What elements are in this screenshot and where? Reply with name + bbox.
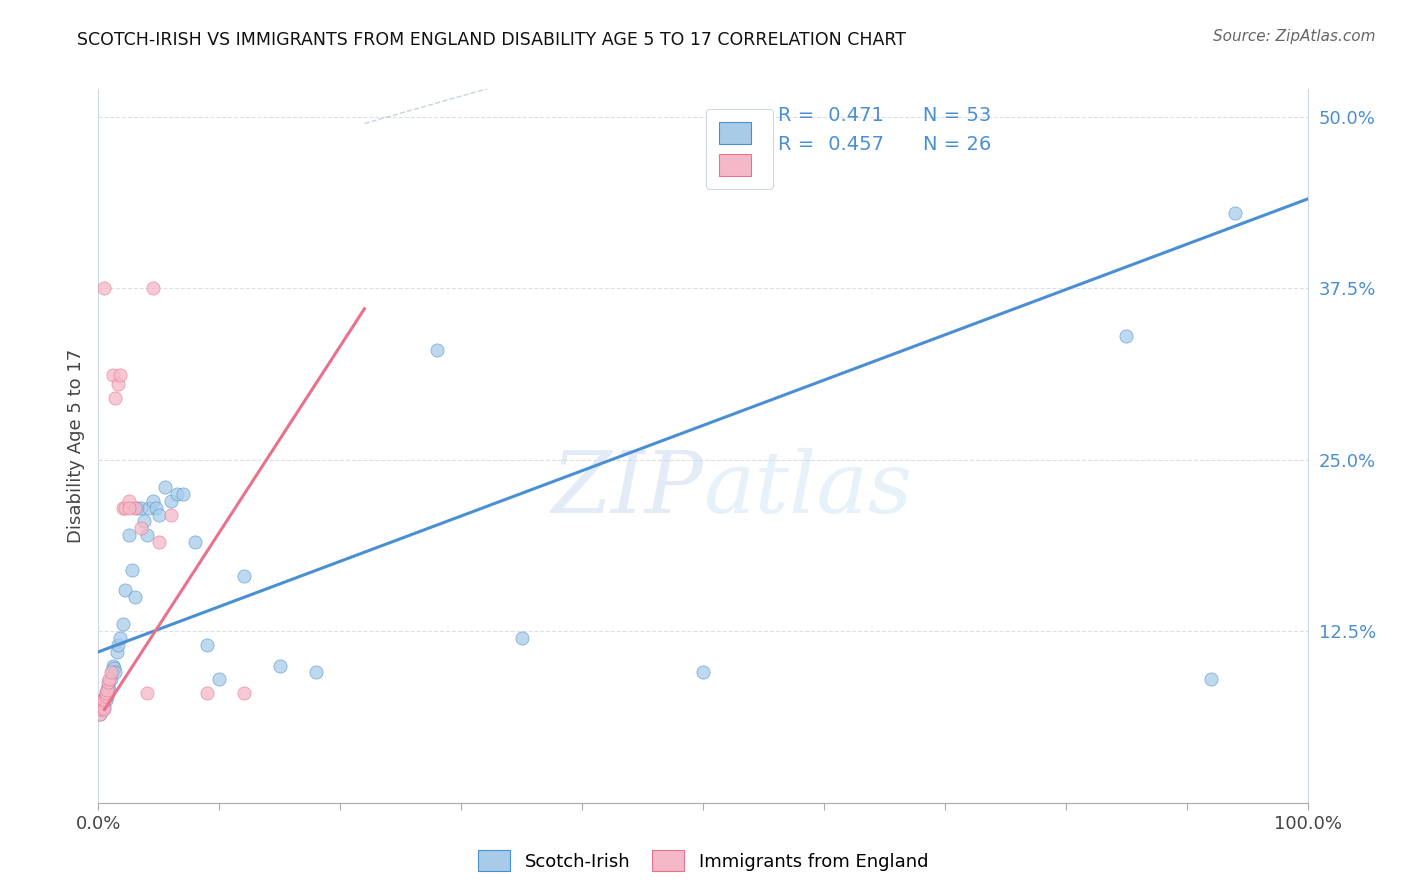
Legend: Scotch-Irish, Immigrants from England: Scotch-Irish, Immigrants from England	[471, 843, 935, 879]
Point	[166, 487, 188, 501]
Point	[160, 494, 183, 508]
Point	[172, 487, 194, 501]
Text: ZIP: ZIP	[551, 448, 703, 530]
Point	[89, 706, 111, 721]
Point	[93, 693, 115, 707]
Point	[142, 494, 165, 508]
Point	[142, 281, 165, 295]
Point	[96, 689, 118, 703]
Point	[118, 494, 141, 508]
Point	[93, 699, 115, 714]
Point	[232, 686, 254, 700]
Point	[195, 686, 218, 700]
Point	[103, 661, 125, 675]
Point	[135, 686, 157, 700]
Point	[138, 500, 160, 515]
Point	[232, 569, 254, 583]
Point	[426, 343, 449, 357]
Point	[98, 673, 121, 687]
Point	[94, 693, 117, 707]
Text: R =   0.457  N = 26: R = 0.457 N = 26	[778, 135, 991, 153]
Point	[91, 697, 114, 711]
Point	[93, 702, 115, 716]
Point	[129, 500, 152, 515]
Point	[96, 683, 118, 698]
Point	[91, 699, 114, 714]
Point	[91, 702, 114, 716]
Point	[93, 281, 115, 295]
Point	[108, 368, 131, 382]
Point	[124, 590, 146, 604]
Point	[104, 665, 127, 680]
Point	[148, 508, 170, 522]
Point	[108, 631, 131, 645]
Point	[90, 702, 112, 716]
Point	[124, 500, 146, 515]
Point	[105, 645, 128, 659]
Point	[305, 665, 328, 680]
Point	[98, 683, 121, 698]
Point	[100, 665, 122, 680]
Point	[1199, 673, 1222, 687]
Point	[118, 500, 141, 515]
Text: Source: ZipAtlas.com: Source: ZipAtlas.com	[1212, 29, 1375, 44]
Point	[94, 689, 117, 703]
Text: atlas: atlas	[703, 448, 912, 530]
Point	[111, 500, 134, 515]
Point	[93, 693, 115, 707]
Point	[208, 673, 231, 687]
Point	[101, 368, 124, 382]
Point	[91, 693, 114, 707]
Point	[692, 665, 714, 680]
Point	[94, 686, 117, 700]
Point	[160, 508, 183, 522]
Point	[118, 528, 141, 542]
Point	[107, 638, 129, 652]
Text: SCOTCH-IRISH VS IMMIGRANTS FROM ENGLAND DISABILITY AGE 5 TO 17 CORRELATION CHART: SCOTCH-IRISH VS IMMIGRANTS FROM ENGLAND …	[77, 31, 907, 49]
Point	[1223, 205, 1246, 219]
Point	[90, 702, 112, 716]
Point	[1115, 329, 1137, 343]
Point	[135, 528, 157, 542]
Point	[100, 673, 122, 687]
Point	[101, 658, 124, 673]
Point	[114, 583, 136, 598]
Point	[107, 377, 129, 392]
Point	[94, 686, 117, 700]
Point	[148, 535, 170, 549]
Point	[91, 699, 114, 714]
Point	[184, 535, 207, 549]
Text: R =   0.471  N = 53: R = 0.471 N = 53	[778, 106, 991, 125]
Point	[97, 675, 120, 690]
Point	[91, 693, 114, 707]
Point	[195, 638, 218, 652]
Point	[127, 500, 149, 515]
Point	[100, 665, 122, 680]
Point	[96, 683, 118, 698]
Point	[269, 658, 291, 673]
Point	[129, 521, 152, 535]
Point	[104, 391, 127, 405]
Point	[510, 631, 533, 645]
Point	[145, 500, 167, 515]
Point	[121, 562, 143, 576]
Point	[134, 515, 156, 529]
Point	[97, 686, 120, 700]
Point	[90, 697, 112, 711]
Point	[97, 679, 120, 693]
Point	[153, 480, 176, 494]
Point	[111, 617, 134, 632]
Legend: , : ,	[706, 109, 773, 189]
Point	[89, 706, 111, 721]
Point	[91, 697, 114, 711]
Point	[114, 500, 136, 515]
Y-axis label: Disability Age 5 to 17: Disability Age 5 to 17	[66, 349, 84, 543]
